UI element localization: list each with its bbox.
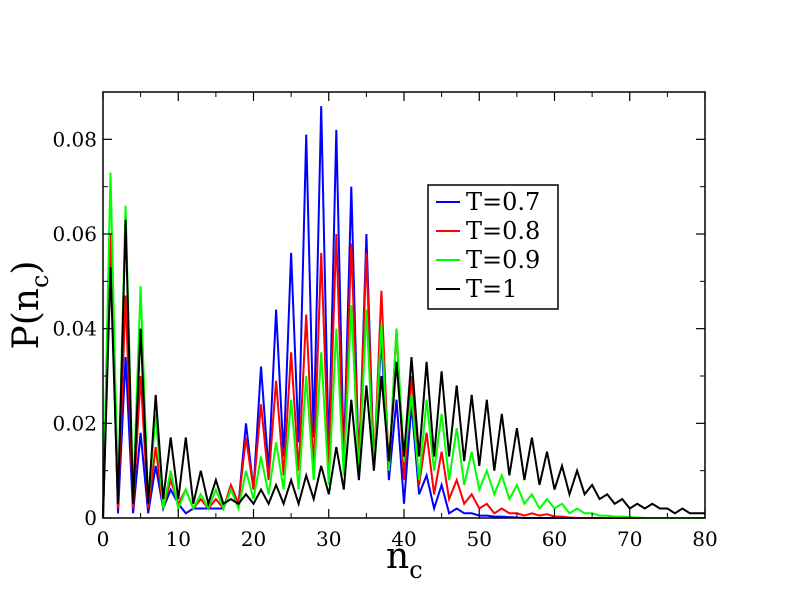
x-tick-label: 0 [97,527,110,551]
legend-label-2: T=0.8 [466,217,540,245]
x-tick-label: 40 [391,527,416,551]
series-line-3 [102,172,705,519]
series-line-4 [102,219,705,519]
legend-label-1: T=0.7 [466,188,540,216]
legend-box: T=0.7T=0.8T=0.9T=1 [427,184,559,310]
legend-label-3: T=0.9 [466,246,540,274]
x-tick-label: 70 [617,527,642,551]
x-tick-label: 10 [166,527,191,551]
x-tick-label: 80 [692,527,717,551]
y-tick-label: 0.06 [52,222,97,246]
y-axis-title: P(nc) [6,261,54,350]
x-tick-label: 60 [542,527,567,551]
x-tick-label: 20 [241,527,266,551]
x-tick-label: 50 [467,527,492,551]
y-tick-label: 0.02 [52,411,97,435]
y-tick-label: 0.04 [52,317,97,341]
legend-label-4: T=1 [466,275,517,303]
x-tick-label: 30 [316,527,341,551]
y-tick-label: 0 [84,506,97,530]
x-axis-title: nc [386,536,423,584]
y-tick-label: 0.08 [52,127,97,151]
ticks-layer: 0 10 20 30 40 50 60 70 80 0 0.02 0.04 0.06 0.08 [52,92,718,551]
